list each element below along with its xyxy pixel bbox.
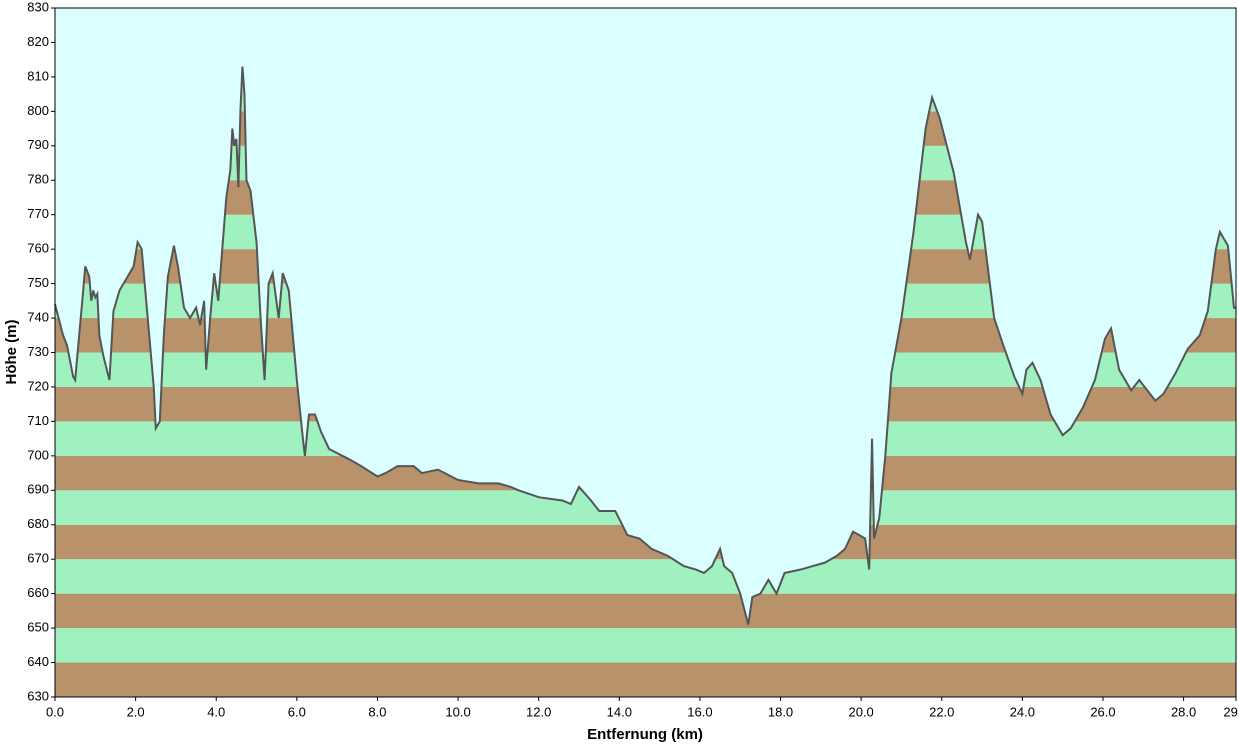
x-tick-label: 24.0 [1010, 704, 1035, 719]
elevation-band [55, 662, 1236, 697]
x-tick-label: 20.0 [848, 704, 873, 719]
y-tick-label: 800 [27, 103, 49, 118]
x-tick-label: 8.0 [368, 704, 386, 719]
y-tick-label: 830 [27, 0, 49, 14]
y-tick-label: 790 [27, 137, 49, 152]
elevation-band [55, 559, 1236, 594]
y-tick-label: 660 [27, 585, 49, 600]
y-tick-label: 810 [27, 68, 49, 83]
y-tick-label: 680 [27, 516, 49, 531]
profile-line [54, 66, 1236, 625]
elevation-band [55, 593, 1236, 629]
x-tick-label: 14.0 [607, 704, 632, 719]
x-tick-label: 2.0 [127, 704, 145, 719]
y-tick-label: 720 [27, 378, 49, 393]
y-tick-label: 820 [27, 34, 49, 49]
x-tick-label: 6.0 [288, 704, 306, 719]
x-axis-title: Entfernung (km) [587, 726, 703, 743]
y-tick-label: 630 [27, 688, 49, 703]
elevation-band [55, 628, 1236, 663]
x-tick-label: 26.0 [1090, 704, 1115, 719]
x-tick-label: 22.0 [929, 704, 954, 719]
x-tick-label: 29.3 [1223, 704, 1239, 719]
y-tick-label: 730 [27, 344, 49, 359]
x-tick-label: 4.0 [207, 704, 225, 719]
y-tick-label: 710 [27, 413, 49, 428]
x-tick-label: 12.0 [526, 704, 551, 719]
y-axis-title: Höhe (m) [3, 320, 20, 385]
x-tick-label: 18.0 [768, 704, 793, 719]
y-tick-label: 650 [27, 620, 49, 635]
x-tick-label: 16.0 [687, 704, 712, 719]
y-tick-label: 700 [27, 447, 49, 462]
x-tick-label: 0.0 [46, 704, 64, 719]
y-tick-label: 780 [27, 172, 49, 187]
x-tick-label: 28.0 [1171, 704, 1196, 719]
y-tick-label: 640 [27, 654, 49, 669]
foreground: 630 640 650 660 670 680 690 700 710 720 730 740 750 7… [27, 0, 1239, 719]
x-tick-label: 10.0 [445, 704, 470, 719]
y-tick-label: 690 [27, 482, 49, 497]
y-tick-label: 750 [27, 275, 49, 290]
y-tick-label: 760 [27, 241, 49, 256]
y-tick-label: 740 [27, 309, 49, 324]
y-tick-label: 670 [27, 551, 49, 566]
y-tick-label: 770 [27, 206, 49, 221]
